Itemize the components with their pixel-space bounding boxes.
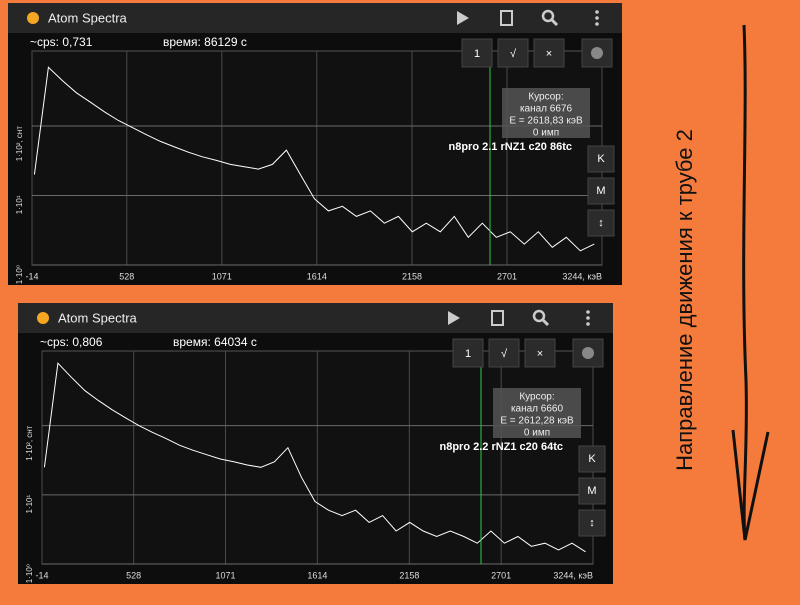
menu-dot xyxy=(586,322,590,326)
app-icon xyxy=(27,12,39,24)
cursor-box xyxy=(502,88,590,138)
side-button-label: K xyxy=(597,153,605,165)
app-title: Atom Spectra xyxy=(48,10,128,25)
search-button[interactable] xyxy=(541,9,555,23)
x-tick-label: 2701 xyxy=(497,271,517,281)
time: время: 64034 с xyxy=(173,335,257,349)
tool-button[interactable] xyxy=(497,38,529,68)
cps: ~cps: 0,731 xyxy=(30,35,93,49)
arrow xyxy=(742,24,748,541)
search-handle xyxy=(550,18,559,27)
x-tick-label: 2158 xyxy=(399,570,419,580)
cursor-info: Курсор: xyxy=(519,392,554,403)
tool-button[interactable] xyxy=(488,338,520,368)
app-icon xyxy=(37,312,49,324)
cursor-info: канал 6660 xyxy=(511,404,564,415)
x-tick-label: 2701 xyxy=(491,570,511,580)
edit-button[interactable] xyxy=(500,10,513,26)
x-tick-label: 3244, кэВ xyxy=(553,570,593,580)
menu-dot xyxy=(595,16,599,20)
x-tick-label: 528 xyxy=(119,271,134,281)
x-tick-label: -14 xyxy=(35,570,48,580)
app-bar xyxy=(18,303,613,333)
side-button[interactable] xyxy=(587,209,615,237)
side-button[interactable] xyxy=(578,477,606,505)
app-bar xyxy=(8,3,622,33)
side-button-label: ↕ xyxy=(589,517,595,529)
y-tick-label: 1·10¹ xyxy=(25,495,34,514)
cursor-info: E = 2612,28 кэВ xyxy=(500,416,574,427)
spectrum-label: n8pro 2.1 rNZ1 c20 86tc xyxy=(448,141,572,153)
spectrum-label: n8pro 2.2 rNZ1 c20 64tc xyxy=(439,441,563,453)
arrow-head xyxy=(731,429,770,541)
side-button-label: M xyxy=(596,185,605,197)
search-button[interactable] xyxy=(532,309,546,323)
x-tick-label: 528 xyxy=(126,570,141,580)
side-button[interactable] xyxy=(587,177,615,205)
play-button[interactable] xyxy=(457,11,469,25)
time: время: 86129 с xyxy=(163,35,247,49)
side-button[interactable] xyxy=(587,145,615,173)
y-tick-label: 1·10², снт xyxy=(25,425,34,461)
side-button-label: K xyxy=(588,453,596,465)
tool-button-label: √ xyxy=(510,48,517,60)
tool-button-label: × xyxy=(546,48,552,60)
y-tick-label: 1·10¹ xyxy=(15,195,24,214)
menu-dot xyxy=(595,22,599,26)
tool-button[interactable] xyxy=(524,338,556,368)
menu-dot xyxy=(586,316,590,320)
x-tick-label: 1071 xyxy=(215,570,235,580)
search-handle xyxy=(541,318,550,327)
menu-dot xyxy=(586,310,590,314)
tool-button[interactable] xyxy=(533,38,565,68)
cursor-info: 0 имп xyxy=(533,128,559,139)
edit-button[interactable] xyxy=(491,310,504,326)
x-tick-label: 1071 xyxy=(212,271,232,281)
side-button-label: M xyxy=(587,485,596,497)
cursor-box xyxy=(493,388,581,438)
side-button[interactable] xyxy=(578,509,606,537)
cursor-info: E = 2618,83 кэВ xyxy=(509,116,583,127)
spectrum-line xyxy=(43,362,586,553)
cursor-info: Курсор: xyxy=(528,92,563,103)
x-tick-label: 1614 xyxy=(307,570,327,580)
menu-dot xyxy=(595,10,599,14)
tool-button-label: √ xyxy=(501,348,508,360)
caption: Направление движения к трубе 2 xyxy=(672,129,697,471)
x-tick-label: 2158 xyxy=(402,271,422,281)
y-tick-label: 1·10², снт xyxy=(15,126,24,162)
side-button-label: ↕ xyxy=(598,217,604,229)
cps: ~cps: 0,806 xyxy=(40,335,103,349)
tool-button-label: 1 xyxy=(474,48,480,60)
spectrum-line xyxy=(33,66,595,252)
cursor-info: 0 имп xyxy=(524,428,550,439)
y-tick-label: 1·10⁰ xyxy=(15,265,24,284)
app-title: Atom Spectra xyxy=(58,310,138,325)
screenshot: Atom Spectra ~cps: 0,731 время: 86129 с -14… xyxy=(8,3,622,285)
x-tick-label: -14 xyxy=(25,271,38,281)
screenshot: Atom Spectra ~cps: 0,806 время: 64034 с -14… xyxy=(18,303,613,584)
x-tick-label: 1614 xyxy=(307,271,327,281)
close-icon xyxy=(582,347,594,359)
side-button[interactable] xyxy=(578,445,606,473)
y-tick-label: 1·10⁰ xyxy=(25,564,34,583)
close-icon xyxy=(591,47,603,59)
tool-button[interactable] xyxy=(452,338,484,368)
cursor-info: канал 6676 xyxy=(520,104,573,115)
tool-button-label: 1 xyxy=(465,348,471,360)
tool-button[interactable] xyxy=(461,38,493,68)
tool-button-label: × xyxy=(537,348,543,360)
play-button[interactable] xyxy=(448,311,460,325)
x-tick-label: 3244, кэВ xyxy=(562,271,602,281)
